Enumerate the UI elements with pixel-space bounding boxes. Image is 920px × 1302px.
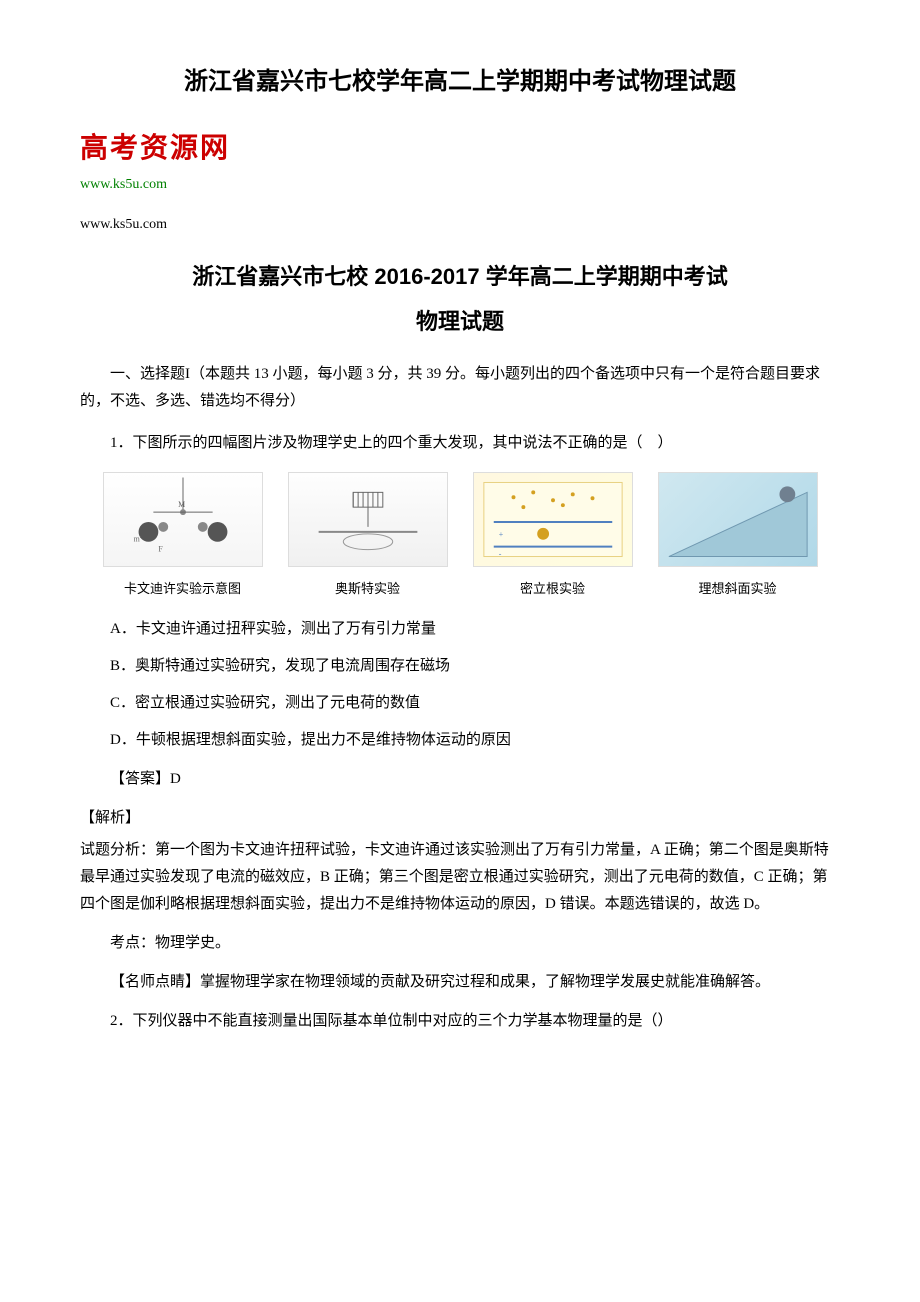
question-1-text: 1．下图所示的四幅图片涉及物理学史上的四个重大发现，其中说法不正确的是（ ） [80,430,840,457]
svg-text:-: - [498,550,501,559]
analysis-1: 试题分析：第一个图为卡文迪许扭秤试验，卡文迪许通过该实验测出了万有引力常量，A … [80,837,840,918]
exam-point-1: 考点：物理学史。 [80,930,840,957]
figure-image-4 [658,472,818,567]
section-intro: 一、选择题I（本题共 13 小题，每小题 3 分，共 39 分。每小题列出的四个… [80,361,840,415]
figure-label-4: 理想斜面实验 [698,577,776,600]
svg-text:m': m' [133,535,141,544]
figure-item-3: + - 密立根实验 [460,472,645,600]
main-title: 浙江省嘉兴市七校学年高二上学期期中考试物理试题 [80,60,840,103]
figure-image-2 [288,472,448,567]
svg-text:F: F [158,545,163,554]
teacher-tip-1: 【名师点睛】掌握物理学家在物理领域的贡献及研究过程和成果，了解物理学发展史就能准… [80,969,840,996]
figure-label-3: 密立根实验 [520,577,585,600]
option-a: A．卡文迪许通过扭秤实验，测出了万有引力常量 [80,616,840,643]
logo-url: www.ks5u.com [80,172,840,197]
figure-item-4: 理想斜面实验 [645,472,830,600]
figure-label-1: 卡文迪许实验示意图 [124,577,241,600]
figure-row: m' F M 卡文迪许实验示意图 奥斯特实验 [80,472,840,600]
answer-1: 【答案】D [80,766,840,793]
figure-image-3: + - [473,472,633,567]
option-d: D．牛顿根据理想斜面实验，提出力不是维持物体运动的原因 [80,727,840,754]
question-2-text: 2．下列仪器中不能直接测量出国际基本单位制中对应的三个力学基本物理量的是（） [80,1008,840,1035]
figure-item-2: 奥斯特实验 [275,472,460,600]
logo-area: 高考资源网 www.ks5u.com [80,123,840,197]
svg-text:+: + [498,530,503,539]
figure-image-1: m' F M [103,472,263,567]
option-c: C．密立根通过实验研究，测出了元电荷的数值 [80,690,840,717]
url-text: www.ks5u.com [80,212,840,237]
sub-title-line2: 物理试题 [80,302,840,342]
svg-text:M: M [178,500,185,509]
sub-title-line1: 浙江省嘉兴市七校 2016-2017 学年高二上学期期中考试 [80,257,840,297]
figure-label-2: 奥斯特实验 [335,577,400,600]
logo-text: 高考资源网 [80,123,840,173]
analysis-header-1: 【解析】 [80,805,840,832]
figure-item-1: m' F M 卡文迪许实验示意图 [90,472,275,600]
option-b: B．奥斯特通过实验研究，发现了电流周围存在磁场 [80,653,840,680]
